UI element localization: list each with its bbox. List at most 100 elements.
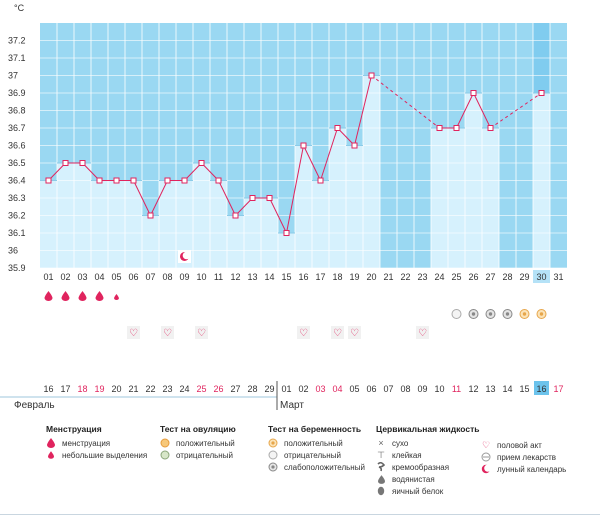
heart-icon: ♡ [333, 328, 342, 339]
legend: Менструация менструация небольшие выделе… [0, 424, 600, 514]
calendar-date-label: 13 [485, 384, 495, 394]
cycle-day-label: 05 [111, 272, 121, 282]
y-tick-label: 36.8 [8, 106, 26, 116]
pregnancy-test-icon [451, 309, 462, 319]
temp-point [266, 195, 273, 201]
calendar-date-label: 08 [400, 384, 410, 394]
legend-item-label: положительный [176, 438, 235, 448]
cycle-day-label: 03 [77, 272, 87, 282]
legend-ovulation-title: Тест на овуляцию [160, 424, 236, 434]
legend-menstruation: Менструация менструация небольшие выделе… [46, 424, 147, 461]
cycle-day-label: 13 [247, 272, 257, 282]
heart-icon: ♡ [129, 328, 138, 339]
legend-item-label: положительный [284, 438, 343, 448]
menstruation-drop-icon [95, 291, 104, 301]
intercourse-cell [127, 326, 140, 339]
temp-point [113, 177, 120, 184]
cycle-day-label: 20 [366, 272, 376, 282]
temp-line-segment [354, 75, 372, 146]
legend-item: отрицательный [160, 449, 236, 461]
legend-item-label: отрицательный [176, 450, 233, 460]
cycle-day-label: 11 [214, 272, 223, 282]
small-drop-icon [46, 450, 56, 460]
heart-icon: ♡ [418, 328, 427, 339]
temp-point [453, 125, 460, 131]
legend-item-label: клейкая [392, 450, 422, 460]
cycle-day-label: 01 [43, 272, 53, 282]
legend-item: положительный [268, 437, 365, 449]
calendar-date-label: 23 [162, 384, 172, 394]
legend-ovulation: Тест на овуляцию положительный отрицател… [160, 424, 236, 461]
y-tick-label: 37.2 [8, 36, 26, 46]
moon-icon-cut [182, 251, 191, 260]
temp-point [334, 125, 341, 131]
heart-icon: ♡ [481, 440, 491, 450]
legend-other: ♡ половой акт прием лекарств лунный кале… [481, 439, 566, 475]
intercourse-cell [331, 326, 344, 339]
sticky-icon: ⊤ [377, 450, 385, 460]
legend-item: лунный календарь [481, 463, 566, 475]
intercourse-cell [161, 326, 174, 339]
calendar-date-label: 22 [145, 384, 155, 394]
legend-item-label: половой акт [497, 440, 542, 450]
calendar-date-label: 05 [349, 384, 359, 394]
legend-pregnancy: Тест на беременность положительный отриц… [268, 424, 365, 473]
calendar-date-label: 16 [43, 384, 53, 394]
y-tick-label: 36.4 [8, 176, 26, 186]
cycle-day-label: 12 [230, 272, 240, 282]
temp-point [436, 125, 443, 131]
pill-icon [481, 452, 491, 462]
calendar-date-label: 26 [213, 384, 223, 394]
calendar-date-label: 17 [60, 384, 70, 394]
legend-pregnancy-title: Тест на беременность [268, 424, 362, 434]
calendar-date-label: 28 [247, 384, 257, 394]
legend-item: прием лекарств [481, 451, 566, 463]
calendar-date-label: 19 [94, 384, 104, 394]
calendar-date-label: 02 [298, 384, 308, 394]
month-label: Февраль [14, 400, 55, 411]
y-tick-label: 36.9 [8, 88, 26, 98]
pregnancy-test-icon-dot [522, 312, 527, 316]
cycle-day-label: 23 [417, 272, 427, 282]
ovulation-negative-icon [160, 450, 170, 460]
y-tick-label: 36.7 [8, 123, 26, 133]
legend-item: слабоположительный [268, 461, 365, 473]
legend-item: ⊤ клейкая [376, 449, 479, 461]
temp-bar [142, 215, 159, 268]
egg-white-icon [376, 486, 386, 496]
temp-bar [346, 145, 363, 268]
cycle-day-label: 19 [349, 272, 359, 282]
cycle-day-label: 14 [264, 272, 274, 282]
legend-cervical: Цервикальная жидкость × сухо ⊤ клейкая к… [376, 424, 479, 497]
temp-point [300, 142, 307, 149]
month-label: Март [280, 400, 304, 411]
legend-item: водянистая [376, 473, 479, 485]
calendar-date-label: 25 [196, 384, 206, 394]
temp-point [317, 177, 324, 184]
temp-point [164, 177, 171, 184]
calendar-date-label: 06 [366, 384, 376, 394]
pregnancy-negative-icon [268, 450, 278, 460]
legend-item: менструация [46, 437, 147, 449]
temp-point [487, 125, 494, 131]
y-tick-label: 36.1 [8, 228, 26, 238]
cycle-day-label: 17 [315, 272, 325, 282]
temp-bar [227, 215, 244, 268]
legend-item: кремообразная [376, 461, 479, 473]
temp-point [215, 177, 222, 184]
temp-bar [210, 180, 227, 268]
temp-line-segment [269, 197, 287, 234]
cycle-day-label: 27 [485, 272, 495, 282]
cycle-day-label: 18 [332, 272, 342, 282]
temp-point [181, 177, 188, 184]
cycle-day-label: 29 [519, 272, 529, 282]
cycle-day-label: 30 [536, 272, 546, 282]
pregnancy-positive-icon [268, 438, 278, 448]
pregnancy-test-icon-dot [488, 312, 493, 316]
temp-point [79, 160, 86, 166]
temp-point [130, 177, 137, 184]
temp-line-segment [150, 180, 168, 216]
legend-item: яичный белок [376, 485, 479, 497]
temp-line-segment [371, 75, 440, 129]
